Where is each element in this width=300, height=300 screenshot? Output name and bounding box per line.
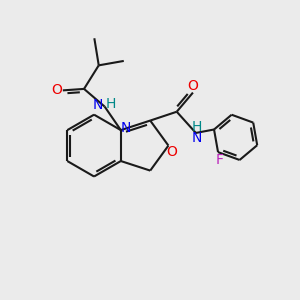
Text: O: O [188,79,198,93]
Text: O: O [166,145,177,159]
Text: F: F [215,153,223,167]
Text: O: O [51,83,62,98]
Text: N: N [121,121,131,135]
Text: H: H [191,120,202,134]
Text: N: N [93,98,103,112]
Text: N: N [191,131,202,145]
Text: H: H [106,97,116,111]
